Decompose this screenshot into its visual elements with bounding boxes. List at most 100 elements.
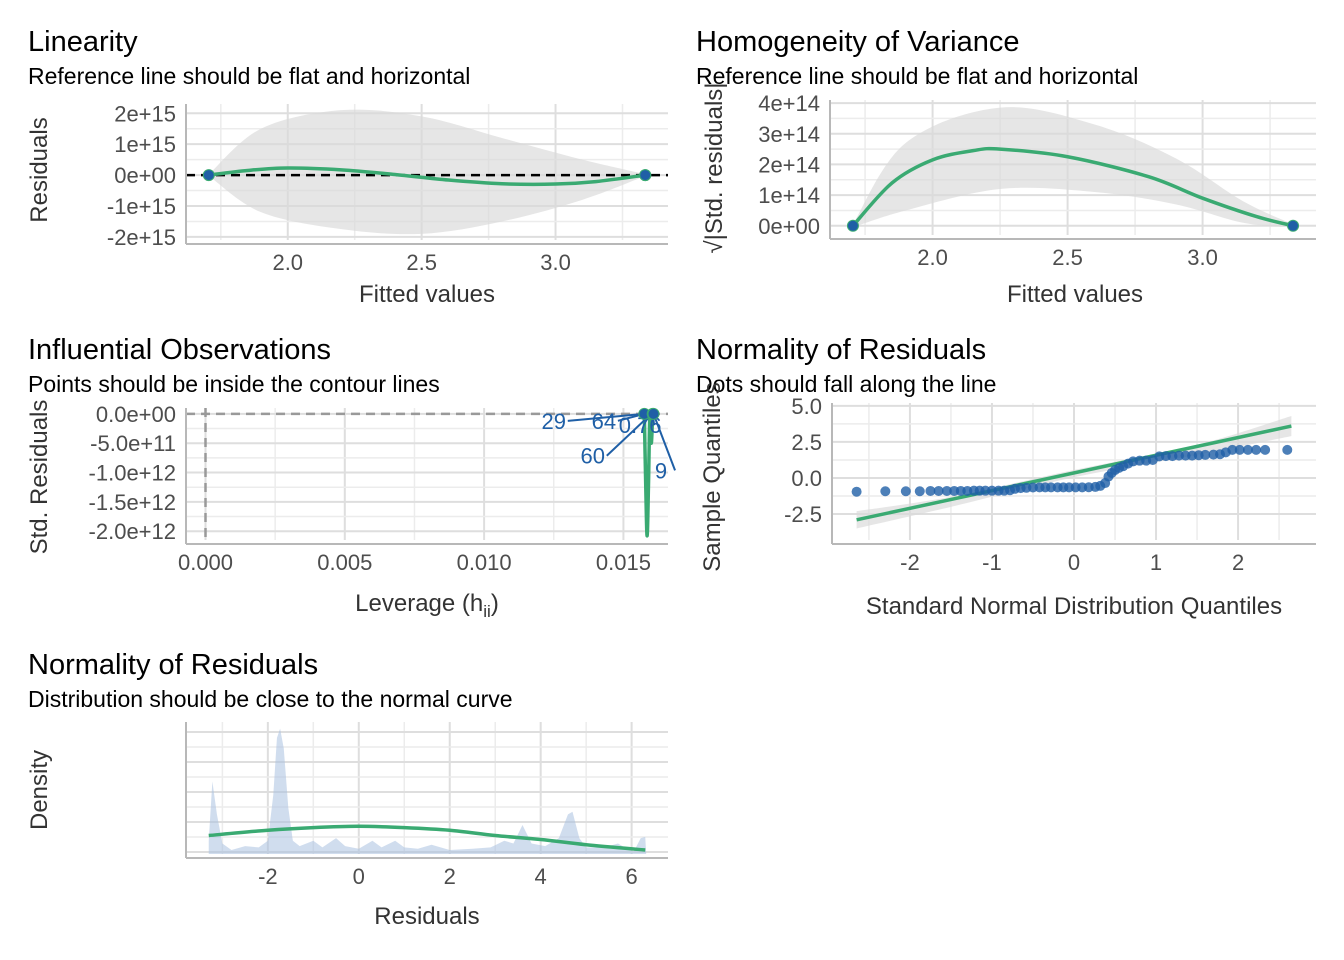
qq-x-tick-label: 0	[1068, 550, 1080, 575]
qq-point	[933, 485, 944, 496]
influential-point-label: 9	[655, 458, 667, 483]
linearity-confidence-band	[208, 109, 646, 235]
linearity-subtitle: Reference line should be flat and horizo…	[28, 63, 470, 89]
influential-subtitle: Points should be inside the contour line…	[28, 371, 440, 397]
qq-point	[1227, 444, 1238, 455]
linearity-point	[639, 169, 652, 182]
density-axes: -2 0 2 4 6	[185, 722, 668, 889]
density-title: Normality of Residuals	[28, 649, 318, 681]
influential-y-tick-label: -5.0e+11	[90, 431, 176, 456]
homogeneity-panel: Homogeneity of Variance Reference line s…	[696, 26, 1316, 308]
qq-reference-line	[856, 424, 1292, 522]
homogeneity-smooth-line	[851, 146, 1294, 228]
influential-label-leader	[567, 412, 645, 422]
homogeneity-x-tick-label: 2.5	[1052, 245, 1083, 270]
qq-point	[1260, 444, 1271, 455]
influential-point-label: 29	[542, 409, 566, 434]
homogeneity-band-area	[852, 107, 1294, 228]
influential-label-leader	[606, 413, 652, 457]
linearity-y-tick-label: -1e+15	[107, 194, 176, 219]
influential-x-tick-label: 0.010	[457, 550, 512, 575]
influential-smooth-line	[642, 411, 655, 538]
density-x-tick-label: 2	[444, 864, 456, 889]
homogeneity-confidence-band	[852, 107, 1294, 228]
influential-point	[647, 407, 660, 420]
qq-point	[1234, 444, 1245, 455]
qq-panel: Normality of Residuals Dots should fall …	[696, 334, 1316, 620]
homogeneity-point	[846, 219, 859, 232]
qq-point	[900, 486, 911, 497]
homogeneity-y-tick-label: 2e+14	[758, 152, 820, 177]
linearity-y-axis-label: Residuals	[26, 117, 53, 222]
linearity-y-tick-label: 2e+15	[114, 101, 176, 126]
influential-x-tick-label: 0.015	[596, 550, 651, 575]
qq-point	[1200, 449, 1211, 460]
influential-y-tick-label: -2.0e+12	[89, 519, 176, 544]
qq-point	[941, 485, 952, 496]
linearity-fit-line	[208, 166, 646, 187]
influential-contour-lines	[186, 408, 668, 544]
qq-point	[880, 486, 891, 497]
linearity-smooth-line	[208, 166, 646, 187]
density-y-axis-label: Density	[26, 750, 53, 830]
influential-y-tick-label: 0.0e+00	[96, 402, 176, 427]
qq-point	[914, 486, 925, 497]
qq-point	[925, 485, 936, 496]
influential-x-axis-label: Leverage (hii)	[355, 590, 499, 621]
homogeneity-y-tick-label: 0e+00	[758, 214, 820, 239]
homogeneity-x-axis-label: Fitted values	[1007, 281, 1143, 308]
influential-title: Influential Observations	[28, 334, 331, 366]
linearity-y-tick-label: -2e+15	[107, 225, 176, 250]
influential-y-tick-label: -1.5e+12	[89, 490, 176, 515]
influential-point-label: 60	[581, 444, 605, 469]
linearity-points	[202, 169, 652, 182]
influential-x-tick-label: 0.000	[178, 550, 233, 575]
density-grid	[186, 722, 668, 854]
qq-fit-line	[856, 424, 1292, 522]
influential-points	[638, 407, 660, 420]
qq-x-tick-label: 2	[1232, 550, 1244, 575]
linearity-x-axis-label: Fitted values	[359, 281, 495, 308]
density-normal-line	[208, 824, 646, 852]
linearity-x-tick-label: 2.0	[272, 250, 303, 275]
homogeneity-title: Homogeneity of Variance	[696, 26, 1019, 58]
homogeneity-y-tick-label: 3e+14	[758, 122, 820, 147]
influential-label-leader	[652, 413, 676, 471]
leverage-subscript: ii	[483, 602, 491, 621]
qq-point	[1251, 444, 1262, 455]
influential-y-axis-label: Std. Residuals	[26, 400, 53, 555]
qq-y-axis-label: Sample Quantiles	[699, 382, 726, 571]
linearity-y-tick-label: 1e+15	[114, 132, 176, 157]
qq-x-tick-label: -2	[900, 550, 920, 575]
leverage-close-paren: )	[491, 590, 499, 617]
homogeneity-x-tick-label: 3.0	[1187, 245, 1218, 270]
qq-y-tick-label: 5.0	[791, 394, 822, 419]
leverage-label: Leverage (h	[355, 590, 483, 617]
linearity-band-area	[208, 109, 646, 235]
density-x-tick-label: 0	[353, 864, 365, 889]
linearity-panel: Linearity Reference line should be flat …	[26, 26, 668, 308]
density-x-axis-label: Residuals	[374, 903, 479, 930]
influential-fit-line	[642, 411, 655, 538]
qq-y-tick-label: -2.5	[784, 502, 822, 527]
influential-x-tick-label: 0.005	[317, 550, 372, 575]
homogeneity-point	[1287, 219, 1300, 232]
qq-points	[851, 444, 1293, 497]
qq-point	[1282, 444, 1293, 455]
qq-title: Normality of Residuals	[696, 334, 986, 366]
density-panel: Normality of Residuals Distribution shou…	[26, 649, 668, 930]
homogeneity-y-axis-label: √|Std. residuals|	[701, 82, 728, 253]
homogeneity-subtitle: Reference line should be flat and horizo…	[696, 63, 1138, 89]
qq-y-tick-label: 2.5	[791, 430, 822, 455]
qq-y-tick-label: 0.0	[791, 466, 822, 491]
density-x-tick-label: -2	[258, 864, 278, 889]
influential-point-label: 64	[592, 409, 616, 434]
influential-y-tick-label: -1.0e+12	[89, 461, 176, 486]
homogeneity-fit-line	[851, 146, 1294, 228]
linearity-point	[202, 169, 215, 182]
homogeneity-y-tick-label: 4e+14	[758, 91, 820, 116]
density-x-tick-label: 6	[625, 864, 637, 889]
qq-point	[1242, 444, 1253, 455]
homogeneity-x-tick-label: 2.0	[917, 245, 948, 270]
